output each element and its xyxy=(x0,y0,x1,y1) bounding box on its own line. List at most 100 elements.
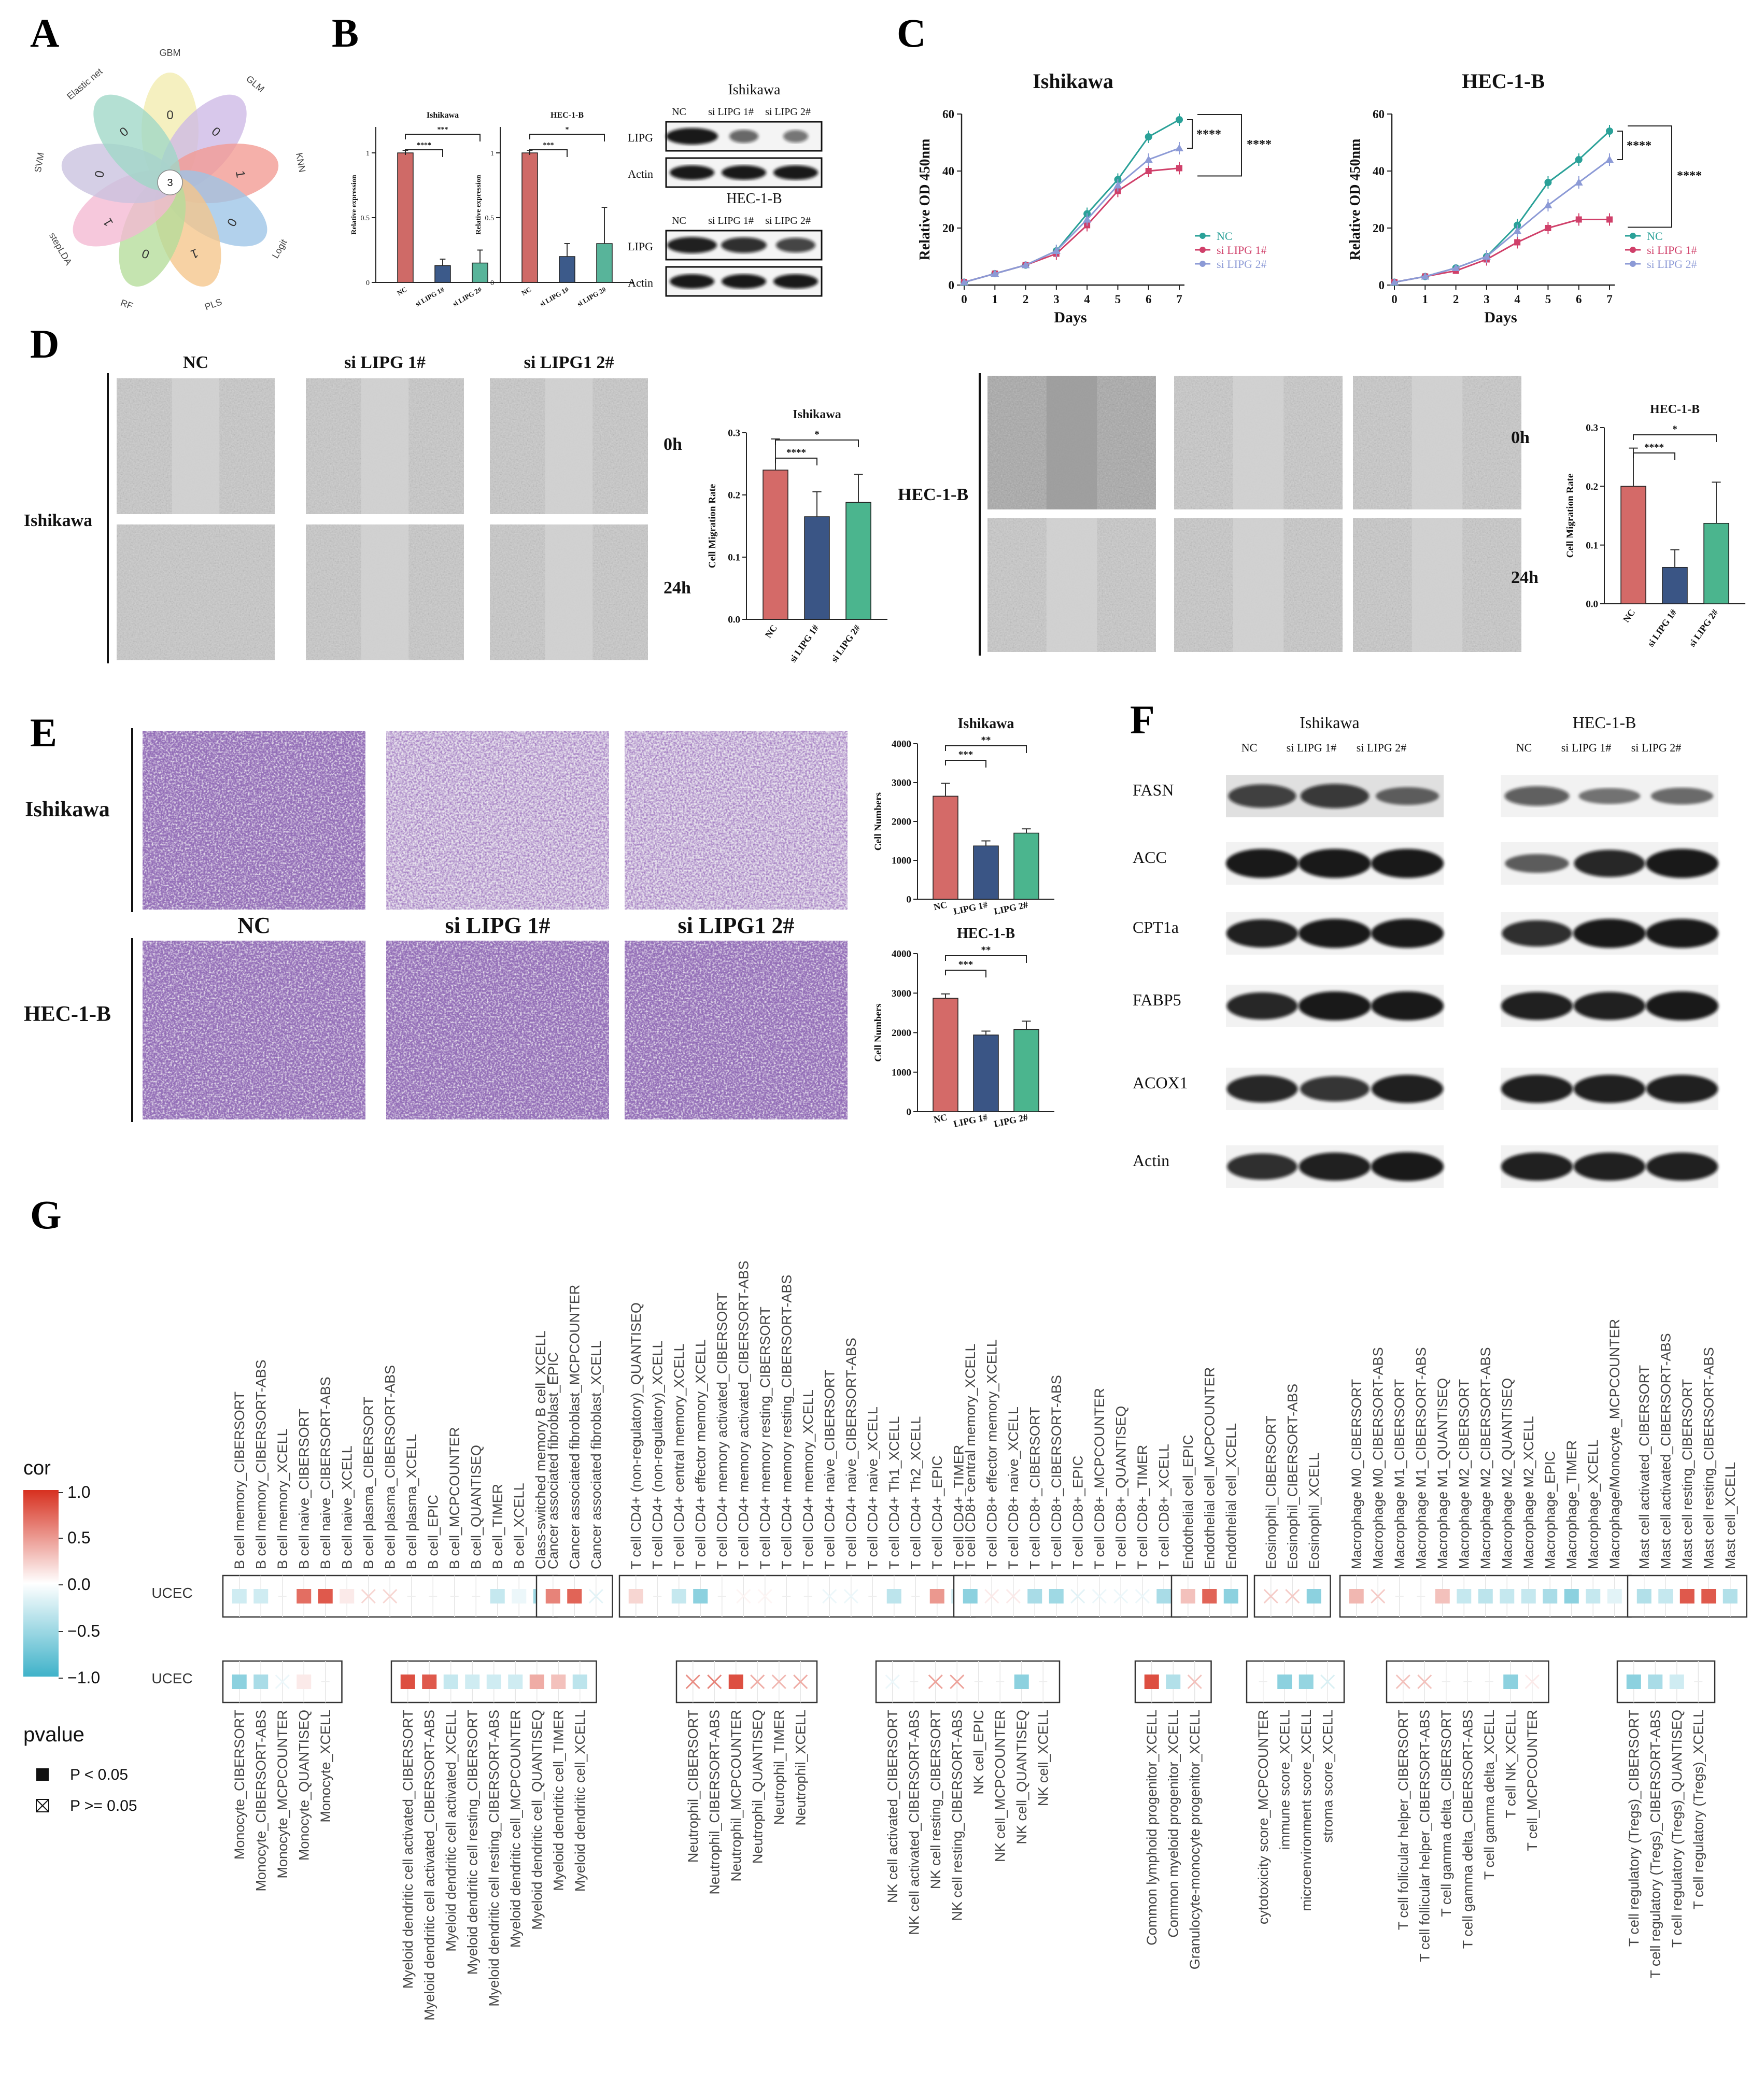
x-tick-label: NC xyxy=(933,1112,948,1125)
x-tick-label: 0 xyxy=(1391,293,1398,306)
x-tick-label: 1 xyxy=(1422,293,1429,306)
petal-name: RF xyxy=(119,297,134,311)
cell-sig xyxy=(340,1589,355,1604)
x-tick-label: NC xyxy=(1621,607,1637,625)
cell-sig xyxy=(297,1675,312,1689)
cell-type-label: Myeloid dendritic cell_XCELL xyxy=(572,1710,588,1892)
x-tick-label: 6 xyxy=(1576,293,1582,306)
cell-type-label: T cell CD4+ naive_XCELL xyxy=(865,1407,880,1569)
wound-gap xyxy=(1412,376,1463,509)
blot-band xyxy=(1226,992,1298,1020)
panel-label-f: F xyxy=(1130,697,1155,742)
data-point xyxy=(1514,239,1521,246)
y-tick-label: 0.5 xyxy=(485,215,495,222)
sig-label: *** xyxy=(437,126,448,134)
cell-sig xyxy=(1349,1589,1364,1604)
cell-sig xyxy=(1521,1589,1536,1604)
cell-nonsig xyxy=(361,1588,376,1604)
cell-sig xyxy=(1586,1589,1601,1604)
lane-label: si LIPG 1# xyxy=(708,106,754,118)
cell-type-label: T cell follicular helper_CIBERSORT xyxy=(1395,1710,1411,1930)
transwell-image xyxy=(625,941,848,1119)
center-circle xyxy=(157,169,183,195)
blot-band xyxy=(1504,786,1570,806)
panel-f: Ishikawa NC si LIPG 1# si LIPG 2# HEC-1-B NC s… xyxy=(1133,713,1718,1188)
blot-band xyxy=(1371,1074,1444,1103)
cell-type-label: B cell naive_CIBERSORT xyxy=(296,1409,312,1569)
transwell-image xyxy=(386,731,609,910)
panel-e: Ishikawa HEC-1-B NC si LIPG 1# si LIPG1 2# 0 1… xyxy=(24,716,1054,1129)
cell-type-label: Macrophage M1_CIBERSORT xyxy=(1392,1379,1407,1569)
y-tick-label: 40 xyxy=(1373,165,1385,178)
sig-label: * xyxy=(814,429,820,440)
cell-type-label: B cell plasma_XCELL xyxy=(404,1434,419,1569)
blot-strip-CPT1a xyxy=(1226,912,1444,955)
panel-label-g: G xyxy=(30,1192,62,1237)
cell-nonsig xyxy=(588,1588,603,1604)
cell-nonsig xyxy=(707,1674,722,1690)
cell-nonsig xyxy=(822,1588,837,1604)
x-tick-label: 4 xyxy=(1514,293,1520,306)
cell-sig xyxy=(929,1589,944,1604)
cell-sig xyxy=(628,1589,643,1604)
sig-label: ** xyxy=(981,945,991,956)
sig-label: **** xyxy=(417,141,431,149)
cell-type-label: B cell plasma_CIBERSORT xyxy=(361,1397,376,1569)
legend-title: cor xyxy=(23,1457,51,1479)
micrograph-hec xyxy=(987,376,1156,509)
cell-type-label: T cell gamma delta_XCELL xyxy=(1481,1710,1497,1880)
x-tick-label: 3 xyxy=(1053,293,1060,306)
x-tick-label: si LIPG 1# xyxy=(414,285,446,308)
blot-row-label: LIPG xyxy=(628,131,653,144)
cell-type-label: B cell_XCELL xyxy=(511,1483,527,1569)
cell-type-label: T cell CD8+_EPIC xyxy=(1070,1456,1085,1569)
blot-cell-title: Ishikawa xyxy=(728,82,781,98)
cell-sig xyxy=(318,1589,333,1604)
wound-gap xyxy=(1233,518,1284,652)
blot-strip-Actin xyxy=(1226,1145,1444,1188)
cell-type-label: T cell CD4+ naive_CIBERSORT-ABS xyxy=(843,1338,859,1569)
cell-type-label: T cell CD4+_TIMER xyxy=(951,1445,966,1569)
legend-label: si LIPG 1# xyxy=(1647,244,1697,257)
cell-type-label: B cell plasma_CIBERSORT-ABS xyxy=(382,1365,398,1569)
cell-type-label: Myeloid dendritic cell resting_CIBERSORT xyxy=(464,1710,480,1975)
data-point xyxy=(991,269,999,277)
legend-label: si LIPG 2# xyxy=(1647,258,1697,271)
sig-bracket xyxy=(945,760,986,768)
blot-band xyxy=(1227,1153,1297,1180)
cell-type-label: NK cell activated_CIBERSORT xyxy=(885,1710,900,1903)
blot-band xyxy=(1646,1074,1718,1103)
y-tick-label: 20 xyxy=(1373,222,1385,235)
sig-label: *** xyxy=(958,749,973,760)
x-tick-label: 6 xyxy=(1146,293,1152,306)
cell-type-label: NK cell activated_CIBERSORT-ABS xyxy=(906,1710,922,1935)
bar-chart-HEC-1-B: 0 0.5 1 Relative expression NC si LIPG 1# si L… xyxy=(475,111,634,308)
cell-type-label: Neutrophil_XCELL xyxy=(793,1710,808,1826)
y-axis-label: Cell Numbers xyxy=(873,792,884,850)
y-tick-label: 0.2 xyxy=(1586,481,1598,492)
blot-band xyxy=(1501,1152,1573,1181)
row-label: Ishikawa xyxy=(24,511,92,530)
micrograph-hec xyxy=(1353,376,1521,509)
cell-type-label: Macrophage_XCELL xyxy=(1585,1439,1601,1569)
cell-sig xyxy=(1626,1675,1641,1689)
petal-8 xyxy=(93,94,180,191)
cell-nonsig xyxy=(1187,1674,1202,1690)
petal-name: KNN xyxy=(294,152,307,173)
petal-name: Elastic net xyxy=(65,66,104,102)
bar xyxy=(933,998,958,1112)
cell-type-label: Myeloid dendritic cell resting_CIBERSORT… xyxy=(486,1710,502,2007)
cell-sig xyxy=(1277,1675,1292,1689)
blot-band xyxy=(1505,854,1569,873)
y-axis-label: Cell Migration Rate xyxy=(707,484,718,569)
blot-strip-FASN xyxy=(1226,775,1444,817)
y-tick-label: 0.2 xyxy=(728,490,740,501)
cell-sig xyxy=(1607,1589,1622,1604)
cell-type-label: T cell follicular helper_CIBERSORT-ABS xyxy=(1417,1710,1432,1962)
cell-type-label: NK cell resting_CIBERSORT xyxy=(928,1710,943,1889)
blot-band xyxy=(1300,1076,1370,1102)
cell-type-label: T cell CD8+_CIBERSORT-ABS xyxy=(1049,1375,1064,1569)
y-tick-label: 3000 xyxy=(892,778,911,789)
cell-sig xyxy=(232,1589,247,1604)
